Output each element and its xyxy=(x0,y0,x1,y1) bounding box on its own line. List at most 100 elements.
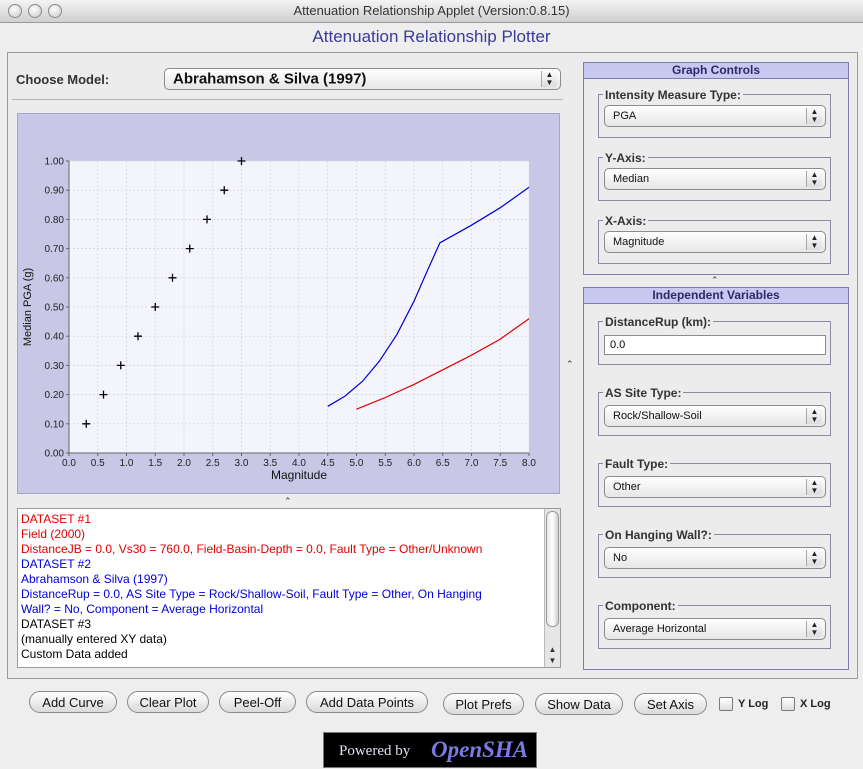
scrollbar-thumb[interactable] xyxy=(546,511,559,627)
powered-by-text: Powered by xyxy=(339,743,411,759)
set-axis-button[interactable]: Set Axis xyxy=(634,693,707,715)
yaxis-label: Y-Axis: xyxy=(603,151,648,165)
component-group: Component: Average Horizontal ▲ ▼ xyxy=(598,599,831,649)
dataset-info-lines: DATASET #1 Field (2000) DistanceJB = 0.0, … xyxy=(21,512,482,662)
model-label: Choose Model: xyxy=(16,72,110,87)
y-tick-label: 0.00 xyxy=(45,449,65,460)
select-arrows-icon: ▲ ▼ xyxy=(806,621,822,637)
y-tick-label: 0.30 xyxy=(45,361,65,372)
log-line: DATASET #2 xyxy=(21,557,92,571)
window-title: Attenuation Relationship Applet (Version… xyxy=(293,3,570,18)
component-select[interactable]: Average Horizontal ▲ ▼ xyxy=(604,618,826,640)
distance-field[interactable]: 0.0 xyxy=(604,335,826,355)
yaxis-select-value: Median xyxy=(613,173,650,185)
hanging-wall-group: On Hanging Wall?: No ▲ ▼ xyxy=(598,528,831,578)
window-titlebar: Attenuation Relationship Applet (Version… xyxy=(0,0,863,23)
series-3-point xyxy=(151,303,160,311)
select-arrows-icon: ▲ ▼ xyxy=(806,108,822,124)
select-arrows-icon: ▲ ▼ xyxy=(806,479,822,495)
select-arrows-icon: ▲ ▼ xyxy=(541,71,557,87)
select-arrows-icon: ▲ ▼ xyxy=(806,234,822,250)
yaxis-group: Y-Axis: Median ▲ ▼ xyxy=(598,151,831,201)
graph-controls-panel: Graph Controls Intensity Measure Type: P… xyxy=(583,62,849,275)
x-tick-label: 7.0 xyxy=(465,458,479,469)
imt-select[interactable]: PGA ▲ ▼ xyxy=(604,105,826,127)
plot-prefs-button[interactable]: Plot Prefs xyxy=(443,693,524,715)
x-log-checkbox[interactable] xyxy=(781,697,795,711)
y-tick-label: 0.50 xyxy=(45,303,65,314)
series-3-point xyxy=(116,361,125,370)
x-tick-label: 6.5 xyxy=(436,458,450,469)
yaxis-select[interactable]: Median ▲ ▼ xyxy=(604,168,826,190)
xaxis-select[interactable]: Magnitude ▲ ▼ xyxy=(604,231,826,253)
y-tick-label: 0.60 xyxy=(45,273,65,284)
y-log-checkbox[interactable] xyxy=(719,697,733,711)
add-curve-button[interactable]: Add Curve xyxy=(29,691,117,713)
series-3-point xyxy=(203,215,211,224)
select-arrows-icon: ▲ ▼ xyxy=(806,408,822,424)
series-3-point xyxy=(168,273,177,282)
log-line: DistanceRup = 0.0, AS Site Type = Rock/S… xyxy=(21,587,482,601)
imt-group: Intensity Measure Type: PGA ▲ ▼ xyxy=(598,88,831,138)
distance-label: DistanceRup (km): xyxy=(603,315,714,329)
series-3-point xyxy=(220,186,229,195)
split-handle-icon[interactable]: ⌃ xyxy=(284,496,292,506)
dataset-info-textarea[interactable]: DATASET #1 Field (2000) DistanceJB = 0.0, … xyxy=(17,508,561,668)
site-type-select[interactable]: Rock/Shallow-Soil ▲ ▼ xyxy=(604,405,826,427)
x-tick-label: 4.5 xyxy=(321,458,335,469)
y-tick-label: 0.70 xyxy=(45,244,65,255)
log-line: DATASET #3 xyxy=(21,617,92,631)
model-select-value: Abrahamson & Silva (1997) xyxy=(173,70,367,88)
x-tick-label: 4.0 xyxy=(292,458,306,469)
imt-label: Intensity Measure Type: xyxy=(603,88,743,102)
site-type-select-value: Rock/Shallow-Soil xyxy=(613,410,702,422)
main-panel: Choose Model: Abrahamson & Silva (1997) … xyxy=(7,52,858,679)
scroll-down-icon[interactable]: ▼ xyxy=(548,656,557,665)
component-select-value: Average Horizontal xyxy=(613,623,707,635)
x-tick-label: 7.5 xyxy=(493,458,507,469)
fault-type-label: Fault Type: xyxy=(603,457,671,471)
x-tick-label: 1.0 xyxy=(120,458,134,469)
distance-field-value: 0.0 xyxy=(610,339,626,351)
x-tick-label: 2.0 xyxy=(177,458,191,469)
close-window-icon[interactable] xyxy=(8,4,22,18)
scroll-up-icon[interactable]: ▲ xyxy=(548,645,557,654)
x-tick-label: 3.5 xyxy=(263,458,277,469)
chart-svg: 0.0 0.5 1.0 1.5 2.0 2.5 3.0 3.5 4.0 4.5 5.0 5.5 6.0 6… xyxy=(22,157,536,483)
y-axis-label: Median PGA (g) xyxy=(22,268,34,346)
x-tick-label: 3.0 xyxy=(235,458,249,469)
series-2-line xyxy=(327,186,530,407)
add-data-points-button[interactable]: Add Data Points xyxy=(306,691,428,713)
model-select[interactable]: Abrahamson & Silva (1997) ▲ ▼ xyxy=(164,68,561,90)
split-handle-icon[interactable]: ⌃ xyxy=(711,275,719,285)
log-line: Wall? = No, Component = Average Horizont… xyxy=(21,602,264,616)
fault-type-select-value: Other xyxy=(613,481,641,493)
x-tick-label: 1.5 xyxy=(148,458,162,469)
split-handle-icon[interactable]: ⌃ xyxy=(566,359,574,369)
series-3-point xyxy=(237,157,246,165)
x-tick-label: 5.5 xyxy=(378,458,392,469)
log-line: DATASET #1 xyxy=(21,512,92,526)
independent-variables-title: Independent Variables xyxy=(584,288,848,304)
minimize-window-icon[interactable] xyxy=(28,4,42,18)
hanging-wall-select-value: No xyxy=(613,552,628,564)
graph-controls-title: Graph Controls xyxy=(584,63,848,79)
xaxis-label: X-Axis: xyxy=(603,214,649,228)
show-data-button[interactable]: Show Data xyxy=(535,693,623,715)
fault-type-select[interactable]: Other ▲ ▼ xyxy=(604,476,826,498)
hanging-wall-select[interactable]: No ▲ ▼ xyxy=(604,547,826,569)
x-tick-label: 0.0 xyxy=(62,458,76,469)
y-tick-label: 0.10 xyxy=(45,419,65,430)
fault-type-group: Fault Type: Other ▲ ▼ xyxy=(598,457,831,507)
x-tick-label: 2.5 xyxy=(206,458,220,469)
divider xyxy=(12,99,563,100)
x-tick-label: 8.0 xyxy=(522,458,536,469)
zoom-window-icon[interactable] xyxy=(48,4,62,18)
log-line: DistanceJB = 0.0, Vs30 = 760.0, Field-Ba… xyxy=(21,542,483,556)
xaxis-group: X-Axis: Magnitude ▲ ▼ xyxy=(598,214,831,264)
y-tick-label: 0.20 xyxy=(45,390,65,401)
clear-plot-button[interactable]: Clear Plot xyxy=(127,691,209,713)
vertical-scrollbar[interactable]: ▲ ▼ xyxy=(544,509,560,667)
opensha-name: OpenSHA xyxy=(431,737,529,762)
peel-off-button[interactable]: Peel-Off xyxy=(219,691,296,713)
